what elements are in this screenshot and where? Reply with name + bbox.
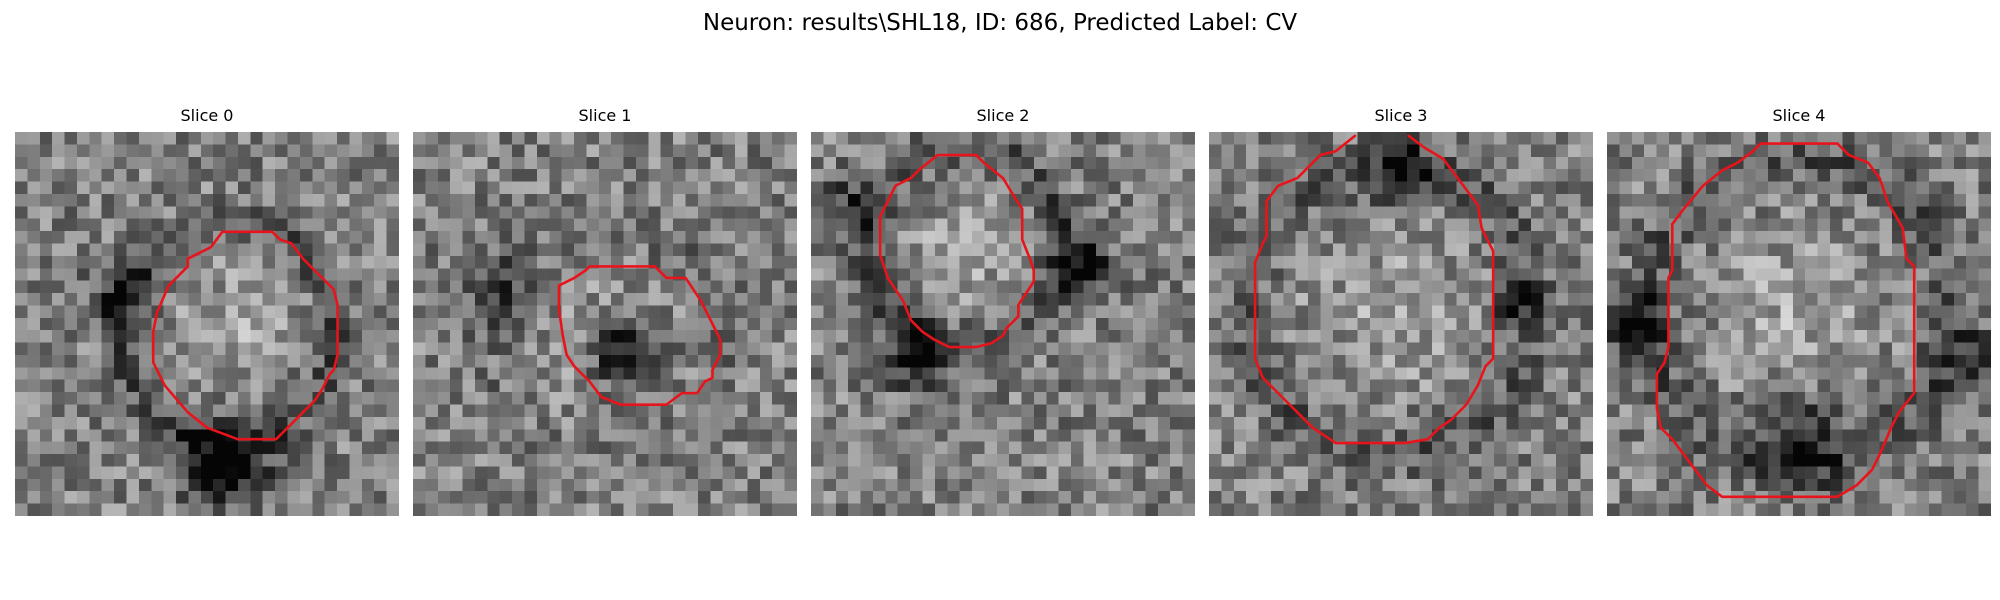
slice-image: [1607, 132, 1991, 516]
figure-title: Neuron: results\SHL18, ID: 686, Predicte…: [702, 10, 1298, 36]
roi-contour: [1209, 132, 1593, 516]
roi-contour: [1607, 132, 1991, 516]
slice-title: Slice 4: [1772, 106, 1826, 125]
roi-contour: [811, 132, 1195, 516]
slice-title: Slice 1: [578, 106, 632, 125]
slice-image: [1209, 132, 1593, 516]
slice-image: [15, 132, 399, 516]
slice-title: Slice 2: [976, 106, 1030, 125]
slice-image: [811, 132, 1195, 516]
roi-contour: [413, 132, 797, 516]
roi-contour: [15, 132, 399, 516]
slice-title: Slice 0: [180, 106, 234, 125]
slice-image: [413, 132, 797, 516]
slice-title: Slice 3: [1374, 106, 1428, 125]
